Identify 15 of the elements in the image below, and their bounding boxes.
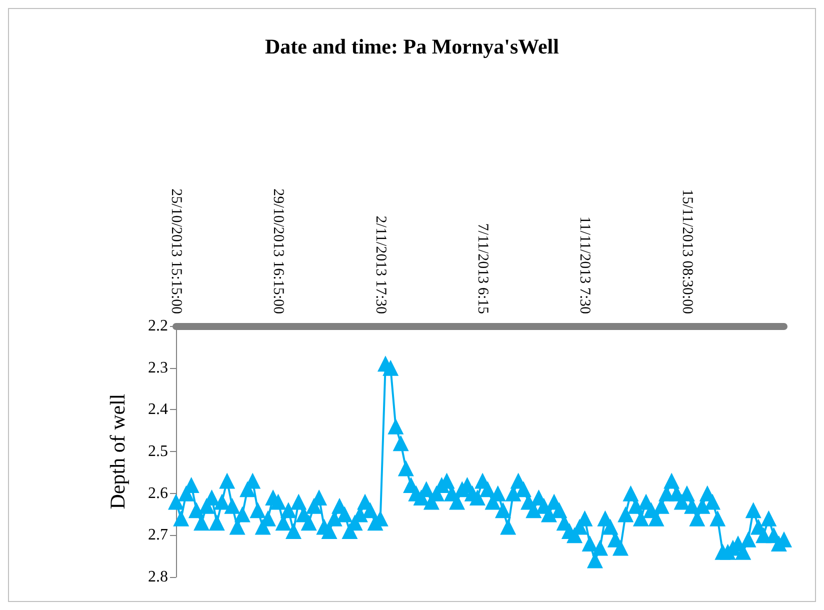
y-tick-label: 2.5 — [148, 443, 168, 460]
y-tick-label: 2.4 — [148, 401, 168, 418]
x-tick-label: 11/11/2013 7:30 — [576, 216, 593, 314]
chart-title: Date and time: Pa Mornya'sWell — [265, 34, 560, 58]
x-tick-label: 29/10/2013 16:15:00 — [270, 188, 286, 314]
y-tick-label: 2.7 — [148, 526, 168, 544]
x-tick-label: 25/10/2013 15:15:00 — [168, 188, 184, 314]
y-tick-label: 2.3 — [148, 359, 168, 376]
y-tick-label: 2.2 — [148, 318, 168, 334]
x-tick-label: 2/11/2013 17:30 — [372, 216, 388, 314]
x-tick-label: 7/11/2013 6:15 — [474, 223, 491, 314]
x-tick-label: 15/11/2013 08:30:00 — [678, 189, 695, 314]
y-tick-label: 2.6 — [148, 484, 168, 502]
y-tick-label: 2.8 — [148, 568, 168, 586]
y-axis-title: Depth of well — [106, 394, 130, 510]
